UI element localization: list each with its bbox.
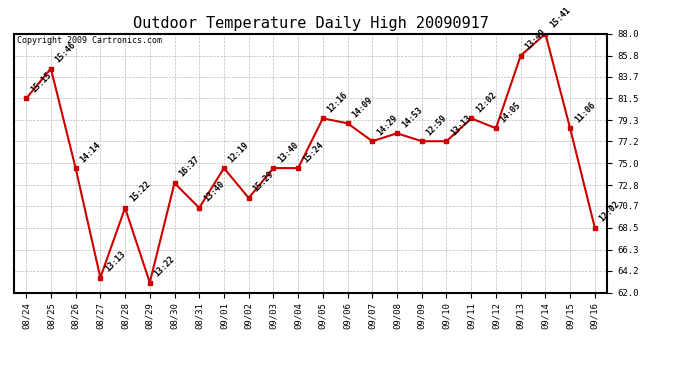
Text: 15:41: 15:41	[548, 6, 572, 30]
Text: 12:16: 12:16	[326, 90, 350, 114]
Text: 14:53: 14:53	[400, 105, 424, 129]
Text: 16:37: 16:37	[177, 155, 201, 179]
Text: 13:40: 13:40	[276, 140, 300, 164]
Text: 15:46: 15:46	[54, 40, 78, 64]
Text: 15:15: 15:15	[29, 70, 53, 94]
Text: 14:14: 14:14	[79, 140, 102, 164]
Text: 15:22: 15:22	[128, 180, 152, 204]
Text: 14:29: 14:29	[375, 113, 399, 137]
Text: 13:22: 13:22	[152, 254, 177, 278]
Text: 14:05: 14:05	[499, 100, 523, 124]
Text: 12:19: 12:19	[227, 140, 250, 164]
Text: 11:06: 11:06	[573, 100, 597, 124]
Text: 14:09: 14:09	[351, 95, 375, 119]
Text: 13:49: 13:49	[524, 27, 547, 51]
Text: 15:29: 15:29	[251, 170, 275, 194]
Text: 13:13: 13:13	[449, 113, 473, 137]
Text: 12:59: 12:59	[424, 113, 448, 137]
Text: 13:13: 13:13	[103, 249, 127, 273]
Text: 12:02: 12:02	[598, 200, 622, 223]
Text: 15:24: 15:24	[301, 140, 325, 164]
Text: 12:02: 12:02	[474, 90, 498, 114]
Text: Copyright 2009 Cartronics.com: Copyright 2009 Cartronics.com	[17, 36, 161, 45]
Title: Outdoor Temperature Daily High 20090917: Outdoor Temperature Daily High 20090917	[132, 16, 489, 31]
Text: 13:40: 13:40	[202, 180, 226, 204]
